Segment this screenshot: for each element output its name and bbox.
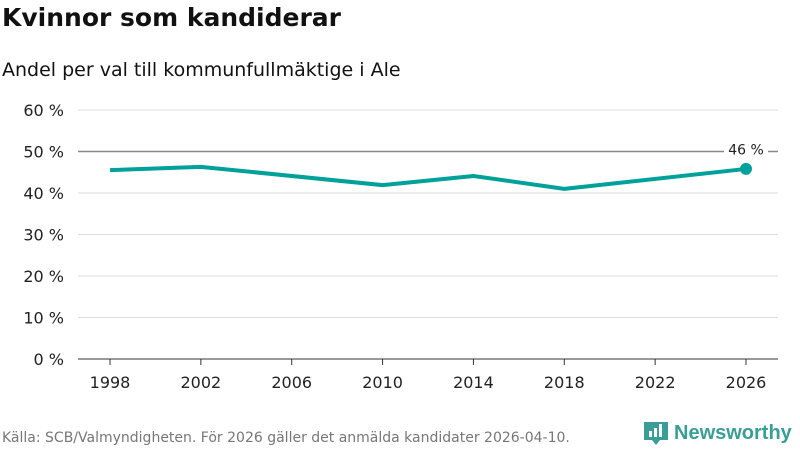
bar-chart-icon [644,422,668,445]
label-bg [724,143,768,158]
x-tick-label: 2026 [726,373,767,392]
y-tick-label: 10 % [23,309,64,328]
x-tick-label: 2006 [271,373,312,392]
x-tick-label: 2014 [453,373,494,392]
data-label: 46 % [728,143,764,159]
y-tick-label: 30 % [23,226,64,245]
source-note: Källa: SCB/Valmyndigheten. För 2026 gäll… [2,430,570,446]
x-tick-label: 2022 [635,373,676,392]
newsworthy-logo: Newsworthy [644,420,792,446]
y-tick-label: 60 % [23,101,64,120]
series-line [109,164,747,191]
y-tick-label: 0 % [34,350,64,369]
x-tick-label: 2018 [544,373,585,392]
line-chart: 0 % 10 % 20 % 30 % 40 % 50 % 60 % 1998 2002 2006 2… [23,101,778,392]
y-tick-label: 50 % [23,143,64,162]
last-point [740,162,752,175]
chart-title: Kvinnor som kandiderar [2,3,341,32]
chart-subtitle: Andel per val till kommunfullmäktige i A… [2,59,401,81]
x-tick-label: 2010 [362,373,403,392]
logo-text: Newsworthy [674,421,792,444]
y-tick-label: 20 % [23,267,64,286]
x-tick-label: 2002 [180,373,221,392]
y-tick-label: 40 % [23,184,64,203]
x-tick-label: 1998 [90,373,131,392]
